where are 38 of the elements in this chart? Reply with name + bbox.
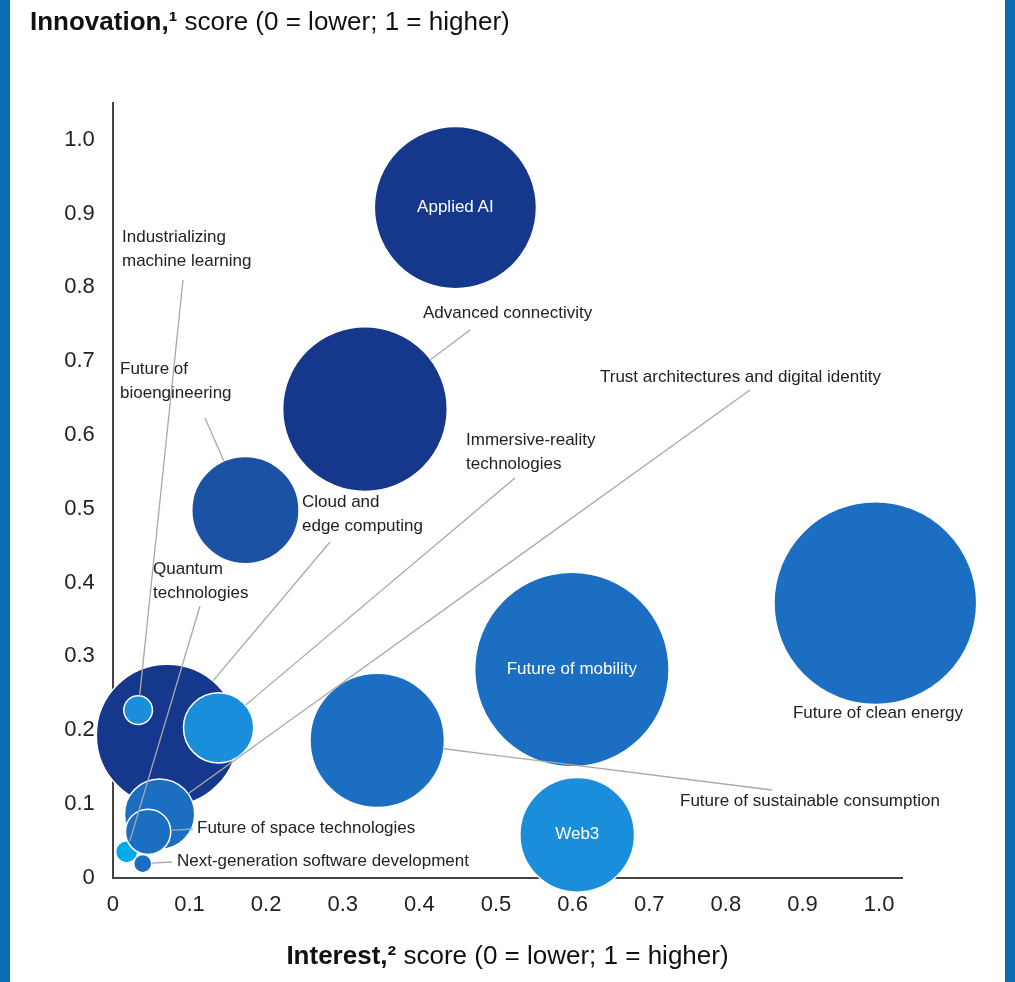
x-tick-label: 0.2 (250, 890, 282, 916)
y-tick-label: 0.2 (64, 716, 95, 742)
series-label: Future of space technologies (197, 818, 416, 838)
y-tick-label: 1.0 (64, 125, 95, 151)
y-tick-label: 0.7 (64, 347, 95, 373)
x-axis-title: Interest,² score (0 = lower; 1 = higher) (286, 940, 729, 970)
series-label: Future of clean energy (792, 703, 964, 723)
x-tick-label: 0.7 (633, 890, 665, 916)
x-tick-label: 1.0 (863, 890, 895, 916)
text: Immersive-reality technologies (466, 430, 596, 474)
x-tick-label: 0.1 (174, 890, 205, 916)
y-tick-label: 0.1 (64, 789, 95, 815)
y-tick-label: 0.8 (64, 273, 95, 299)
series-label: Future of mobility (506, 659, 638, 679)
text: Future of bioengineering (120, 359, 232, 403)
text: Quantum technologies (153, 559, 249, 603)
x-tick-label: 0.3 (327, 890, 359, 916)
series-label: Applied AI (417, 197, 494, 217)
y-axis-title: Innovation,¹ score (0 = lower; 1 = higher) (30, 6, 510, 36)
text: Industrializing machine learning (122, 227, 252, 271)
text: Cloud and edge computing (302, 492, 423, 536)
x-tick-label: 0.5 (480, 890, 512, 916)
x-tick-label: 0.9 (787, 890, 818, 916)
x-tick-label: 0.6 (557, 890, 588, 916)
y-tick-label: 0.3 (64, 642, 95, 668)
y-tick-label: 0.9 (64, 199, 95, 225)
y-tick-label: 0.6 (64, 420, 95, 446)
y-tick-label: 0 (82, 863, 95, 889)
x-tick-label: 0.4 (404, 890, 435, 916)
y-tick-label: 0.5 (64, 494, 95, 520)
text: Future of sustainable consumption (680, 791, 940, 811)
series-label: Web3 (555, 824, 600, 844)
series-label: Advanced connectivity (423, 303, 593, 323)
y-tick-label: 0.4 (64, 568, 95, 594)
x-tick-label: 0 (106, 890, 119, 916)
x-tick-label: 0.8 (710, 890, 742, 916)
series-label: Next-generation software development (177, 851, 470, 871)
text: Trust architectures and digital identity (600, 367, 882, 387)
